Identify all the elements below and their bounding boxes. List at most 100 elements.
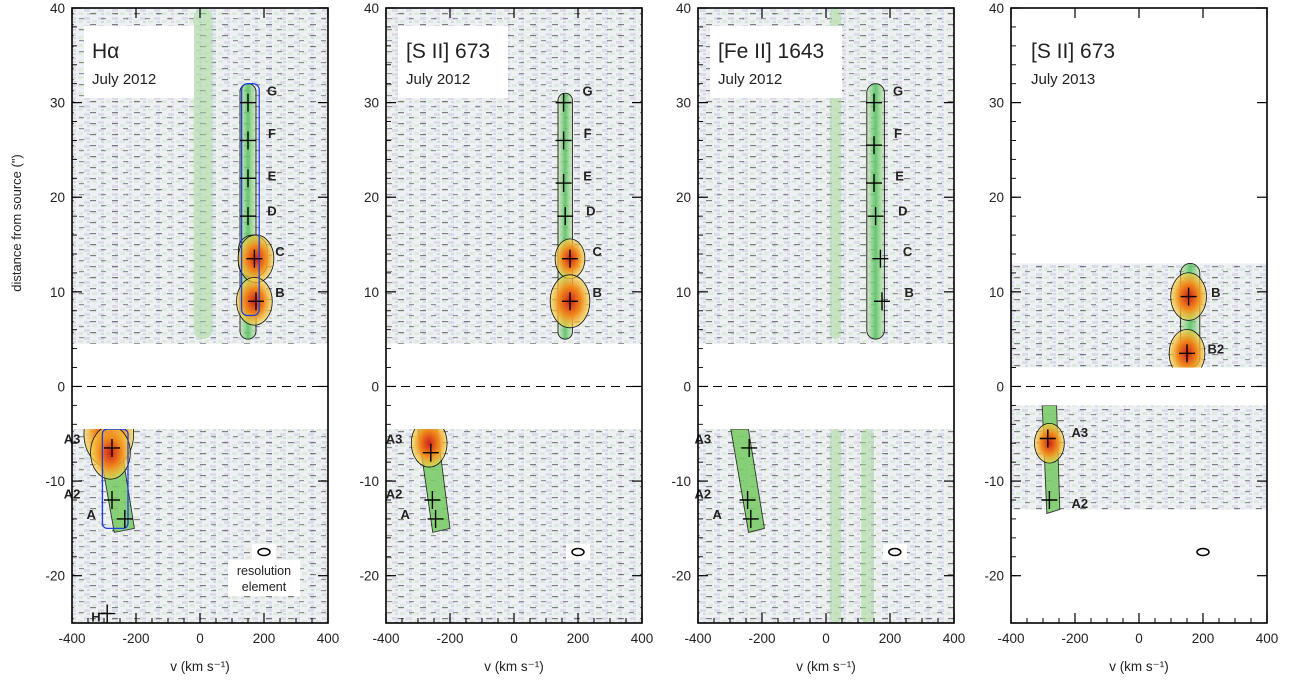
knot-label: D: [586, 203, 595, 218]
x-tick-label: 200: [879, 631, 902, 646]
panel-line-label: [S II] 673: [1031, 40, 1115, 63]
y-tick-label: 10: [989, 285, 1004, 300]
x-tick-label: 200: [253, 631, 276, 646]
panel-image: [1011, 263, 1267, 515]
y-axis-label: distance from source ("): [9, 154, 24, 292]
knot-label: A3: [694, 432, 711, 447]
knot-label: A: [87, 507, 97, 522]
y-tick-label: -20: [359, 569, 379, 584]
x-tick-label: 400: [317, 631, 340, 646]
y-tick-label: -20: [671, 569, 691, 584]
hot-knot: [90, 425, 131, 480]
panel-image: [698, 8, 954, 623]
panel-image: [72, 8, 328, 623]
emission-column: [193, 8, 213, 340]
y-tick-label: -20: [984, 569, 1004, 584]
knot-label: A2: [694, 486, 711, 501]
knot-label: E: [583, 168, 592, 183]
knot-label: B: [905, 285, 914, 300]
knot-label: A2: [386, 486, 403, 501]
x-tick-label: -400: [372, 631, 399, 646]
y-tick-label: 0: [996, 379, 1004, 394]
x-tick-label: 200: [567, 631, 590, 646]
knot-label: C: [903, 244, 913, 259]
x-tick-label: 400: [943, 631, 966, 646]
resolution-label: resolution: [237, 564, 291, 578]
knot-label: E: [268, 168, 277, 183]
panel-date-label: July 2012: [92, 71, 156, 88]
legend-box: [1023, 26, 1133, 98]
x-axis-label: v (km s⁻¹): [796, 659, 856, 674]
knot-label: A: [401, 507, 411, 522]
x-axis-label: v (km s⁻¹): [484, 659, 544, 674]
y-tick-label: -10: [359, 474, 379, 489]
resolution-ellipse: [1196, 547, 1210, 557]
x-tick-label: -400: [58, 631, 85, 646]
y-tick-label: 30: [989, 96, 1004, 111]
resolution-box: [882, 544, 907, 561]
panel-date-label: July 2012: [718, 71, 782, 88]
y-tick-label: 20: [364, 190, 379, 205]
knot-label: G: [893, 83, 903, 98]
hot-knot: [1034, 422, 1065, 464]
y-tick-label: 0: [57, 379, 65, 394]
resolution-label: element: [242, 580, 287, 594]
x-tick-label: 0: [196, 631, 204, 646]
knot-label: F: [268, 126, 276, 141]
legend-box: [84, 26, 194, 98]
y-tick-label: 40: [50, 1, 65, 16]
legend-box: [398, 26, 508, 98]
y-tick-label: 20: [989, 190, 1004, 205]
y-tick-label: -10: [45, 474, 65, 489]
knot-label: B: [593, 285, 602, 300]
x-tick-label: -400: [997, 631, 1024, 646]
knot-label: A: [713, 507, 723, 522]
legend-box: [710, 26, 842, 98]
y-tick-label: 30: [364, 96, 379, 111]
panel-line-label: Hα: [92, 40, 119, 63]
knot-label: F: [584, 126, 592, 141]
y-tick-label: 0: [371, 379, 379, 394]
y-tick-label: 40: [364, 1, 379, 16]
knot-label: B: [275, 285, 284, 300]
x-tick-label: 400: [1256, 631, 1279, 646]
resolution-ellipse: [571, 547, 585, 557]
knot-label: A2: [1071, 496, 1088, 511]
y-tick-label: -20: [45, 569, 65, 584]
emission-column: [830, 429, 842, 623]
y-tick-label: 10: [50, 285, 65, 300]
x-tick-label: 400: [631, 631, 654, 646]
x-tick-label: 0: [822, 631, 830, 646]
knot-label: B: [1211, 285, 1220, 300]
x-tick-label: -200: [1061, 631, 1088, 646]
knot-label: D: [267, 203, 276, 218]
y-tick-label: -10: [984, 474, 1004, 489]
x-axis-label: v (km s⁻¹): [170, 659, 230, 674]
knot-label: G: [267, 83, 277, 98]
y-tick-label: 10: [676, 285, 691, 300]
panel-line-label: [Fe II] 1643: [718, 40, 824, 63]
panel-line-label: [S II] 673: [406, 40, 490, 63]
y-tick-label: 30: [676, 96, 691, 111]
knot-label: A3: [386, 432, 403, 447]
x-tick-label: -200: [748, 631, 775, 646]
panel-date-label: July 2013: [1031, 71, 1095, 88]
x-tick-label: -400: [684, 631, 711, 646]
y-tick-label: 20: [50, 190, 65, 205]
knot-label: G: [583, 83, 593, 98]
knot-label: F: [894, 126, 902, 141]
panel-image: [386, 8, 642, 623]
x-tick-label: 200: [1192, 631, 1215, 646]
resolution-box: [566, 544, 590, 561]
knot-label: A3: [1071, 425, 1088, 440]
x-axis-label: v (km s⁻¹): [1109, 659, 1169, 674]
y-tick-label: -10: [671, 474, 691, 489]
resolution-box: [252, 544, 276, 561]
resolution-ellipse: [888, 547, 902, 557]
x-tick-label: -200: [122, 631, 149, 646]
blue-contour: [240, 83, 260, 317]
contour-specks: [1011, 263, 1267, 368]
